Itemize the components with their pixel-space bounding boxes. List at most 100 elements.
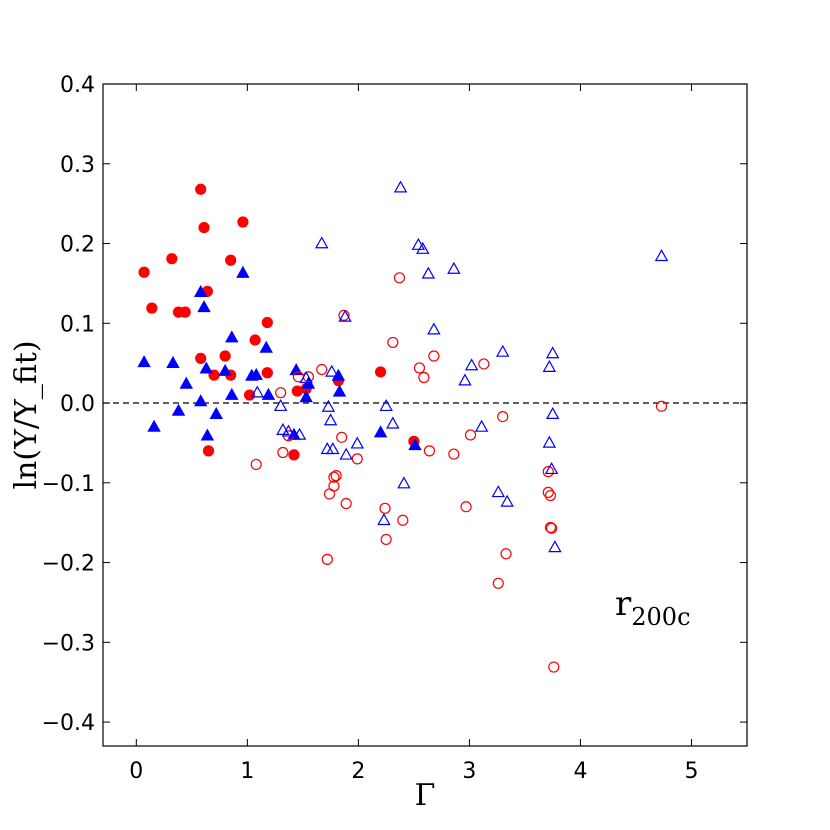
filled-red-circle (374, 366, 387, 378)
filled-blue-triangle (166, 355, 180, 368)
x-tick-label: 0 (129, 759, 143, 784)
open-blue-triangle (323, 413, 338, 426)
open-red-circle (336, 431, 348, 443)
open-blue-triangle (447, 261, 461, 274)
filled-blue-triangle (209, 406, 223, 420)
open-blue-triangle (350, 436, 364, 449)
filled-red-circle (249, 334, 261, 346)
open-blue-triangle (321, 399, 336, 412)
open-blue-triangle (411, 237, 426, 250)
filled-blue-triangle (373, 425, 388, 438)
filled-red-circle (166, 253, 178, 265)
filled-blue-triangle (331, 368, 346, 381)
open-blue-triangle (326, 442, 340, 455)
open-blue-triangle (250, 385, 265, 398)
filled-red-circle (195, 352, 207, 364)
open-red-circle (544, 521, 557, 534)
filled-blue-triangle (147, 419, 161, 432)
filled-red-circle (179, 306, 191, 318)
filled-red-circle (237, 216, 249, 228)
filled-blue-triangle (197, 300, 211, 313)
open-blue-triangle (315, 236, 329, 249)
open-blue-triangle (500, 494, 514, 507)
y-tick-label: −0.2 (42, 552, 95, 577)
open-blue-triangle (474, 419, 489, 432)
y-tick-label: −0.4 (42, 711, 95, 736)
open-red-circle (387, 336, 399, 349)
open-red-circle (423, 445, 436, 457)
filled-blue-triangle (218, 363, 232, 376)
filled-blue-triangle (200, 428, 215, 441)
open-red-circle (542, 466, 554, 478)
open-blue-triangle (545, 346, 560, 359)
open-red-circle (497, 410, 509, 423)
open-red-circle (464, 429, 477, 441)
filled-red-circle (288, 449, 300, 461)
open-blue-triangle (421, 266, 436, 279)
radius-annotation-subscript: 200c (631, 603, 690, 631)
radius-annotation: r200c (615, 584, 691, 631)
open-blue-triangle (542, 359, 557, 372)
open-red-circle (393, 272, 406, 284)
filled-blue-triangle (249, 367, 263, 380)
open-blue-triangle (386, 416, 400, 429)
open-red-circle (380, 533, 392, 546)
open-red-circle (338, 309, 350, 321)
y-tick-label: 0.0 (60, 392, 95, 417)
open-blue-triangle (339, 447, 353, 460)
filled-blue-triangle (236, 265, 250, 278)
open-red-circle (379, 502, 391, 514)
y-axis-label: ln(Y/Y_fit) (9, 340, 44, 489)
open-red-circle (330, 470, 342, 482)
open-red-circle (277, 446, 289, 459)
open-red-circle (413, 362, 426, 374)
open-red-circle (418, 371, 430, 384)
filled-blue-triangle (193, 394, 208, 407)
open-blue-triangle (397, 476, 411, 489)
filled-blue-triangle (408, 438, 422, 451)
filled-blue-triangle (261, 387, 276, 400)
y-axis-label-text: ln(Y/Y_fit) (9, 340, 44, 489)
filled-blue-triangle (299, 390, 313, 403)
open-blue-triangle (458, 373, 472, 386)
open-red-circle (316, 363, 328, 376)
open-blue-triangle (464, 358, 479, 371)
open-red-circle (460, 501, 472, 513)
y-tick-label: 0.1 (60, 312, 95, 337)
open-blue-triangle (273, 398, 288, 412)
open-blue-triangle (325, 364, 339, 377)
filled-red-circle (219, 350, 231, 362)
y-tick-label: 0.4 (60, 73, 95, 98)
filled-red-circle (243, 389, 256, 401)
open-blue-triangle (281, 424, 296, 437)
filled-red-circle (195, 183, 207, 195)
x-tick-label: 5 (684, 759, 698, 784)
open-blue-triangle (292, 427, 307, 440)
filled-blue-triangle (137, 355, 151, 368)
y-tick-label: −0.1 (42, 472, 95, 497)
x-tick-label: 4 (573, 759, 587, 784)
filled-red-circle (261, 316, 273, 329)
filled-blue-triangle (199, 361, 213, 374)
open-red-circle (351, 453, 363, 465)
filled-red-circle (261, 367, 273, 379)
open-blue-triangle (496, 344, 510, 357)
open-blue-triangle (542, 435, 557, 448)
y-tick-label: −0.3 (42, 631, 95, 656)
open-blue-triangle (548, 540, 562, 553)
y-tick-label: 0.3 (60, 153, 95, 178)
filled-blue-triangle (289, 363, 303, 376)
x-tick-label: 2 (351, 759, 365, 784)
open-red-circle (548, 661, 560, 673)
open-red-circle (478, 358, 490, 370)
open-red-circle (250, 458, 262, 471)
open-red-circle (321, 553, 333, 565)
open-blue-triangle (379, 398, 393, 412)
open-red-circle (397, 514, 409, 526)
open-red-circle (542, 486, 554, 498)
open-blue-triangle (299, 371, 313, 384)
open-blue-triangle (377, 513, 391, 526)
y-tick-label: 0.2 (60, 233, 95, 258)
filled-blue-triangle (259, 340, 273, 353)
